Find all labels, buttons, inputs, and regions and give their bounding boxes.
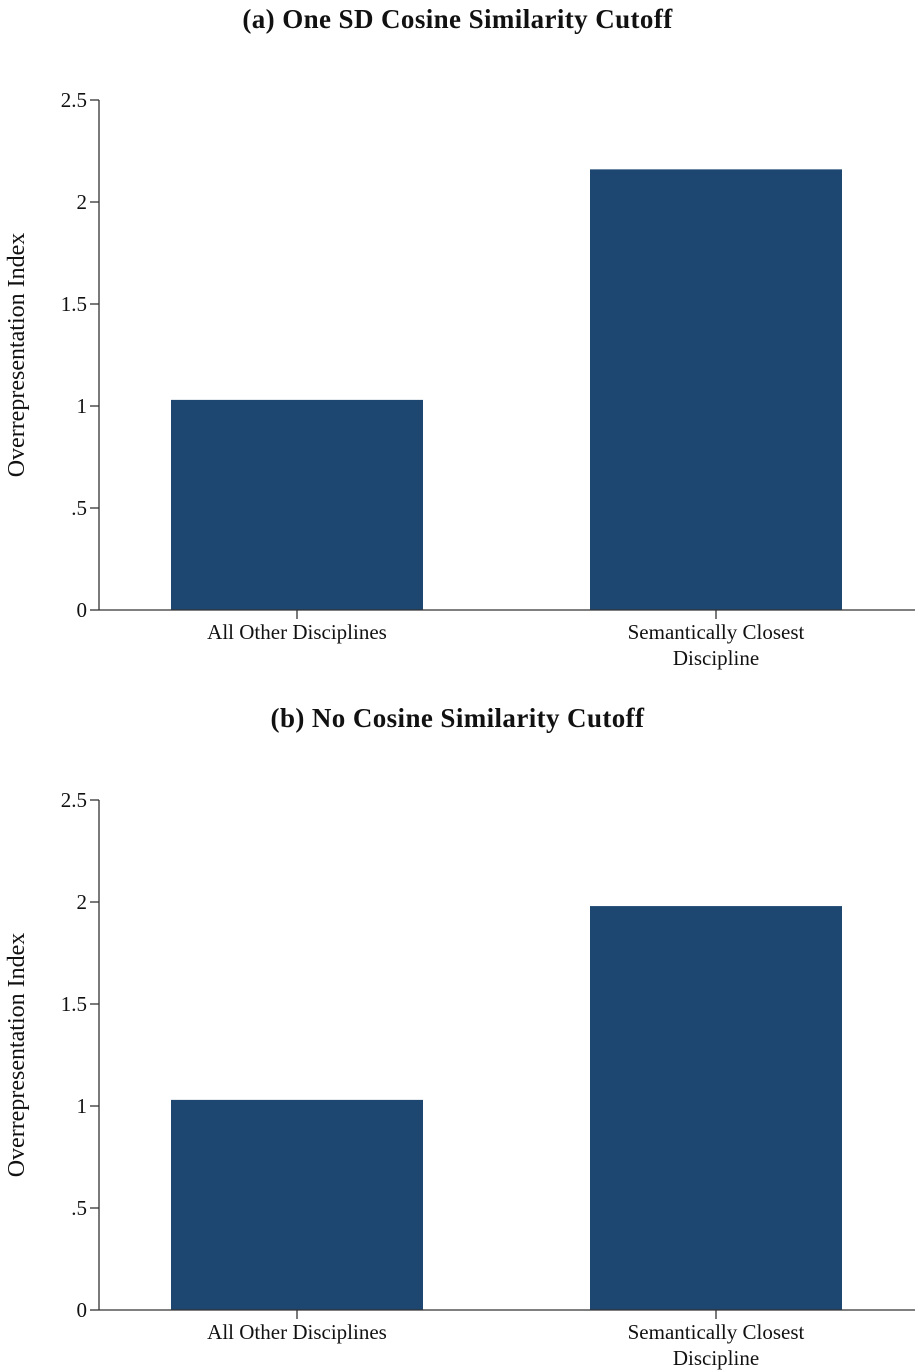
y-axis-label: Overrepresentation Index xyxy=(4,933,30,1178)
y-tick-label: 1 xyxy=(77,1094,88,1118)
y-tick-label: 2.5 xyxy=(61,88,87,112)
y-tick-label: 1.5 xyxy=(61,992,87,1016)
x-tick-label: All Other Disciplines xyxy=(207,1320,387,1344)
chart-b: 0 .5 1 1.5 2 2.5 All Other Disciplines Semantic… xyxy=(4,788,915,1370)
y-tick-label: 2.5 xyxy=(61,788,87,812)
y-tick-label: .5 xyxy=(71,1196,87,1220)
y-axis-label: Overrepresentation Index xyxy=(4,233,30,478)
y-tick-label: .5 xyxy=(71,496,87,520)
panel-a: 0 .5 1 1.5 2 2.5 All Other Disciplines Semantic… xyxy=(4,4,915,670)
y-tick-label: 0 xyxy=(77,1298,88,1322)
x-tick-label: Semantically Closest Discipline xyxy=(628,620,805,670)
panel-b-title: (b) No Cosine Similarity Cutoff xyxy=(270,703,645,733)
panel-a-title: (a) One SD Cosine Similarity Cutoff xyxy=(242,4,673,34)
y-tick-label: 1 xyxy=(77,394,88,418)
y-tick-label: 1.5 xyxy=(61,292,87,316)
bar xyxy=(171,399,423,610)
y-tick-label: 2 xyxy=(77,190,88,214)
y-tick-label: 2 xyxy=(77,890,88,914)
bar xyxy=(590,906,842,1310)
chart-a: 0 .5 1 1.5 2 2.5 All Other Disciplines Semantic… xyxy=(4,88,915,670)
bar xyxy=(590,169,842,611)
panel-b: 0 .5 1 1.5 2 2.5 All Other Disciplines Semantic… xyxy=(0,700,915,1371)
x-tick-label: Semantically Closest Discipline xyxy=(628,1320,805,1370)
y-tick-label: 0 xyxy=(77,598,88,622)
bar xyxy=(171,1099,423,1310)
x-tick-label: All Other Disciplines xyxy=(207,620,387,644)
